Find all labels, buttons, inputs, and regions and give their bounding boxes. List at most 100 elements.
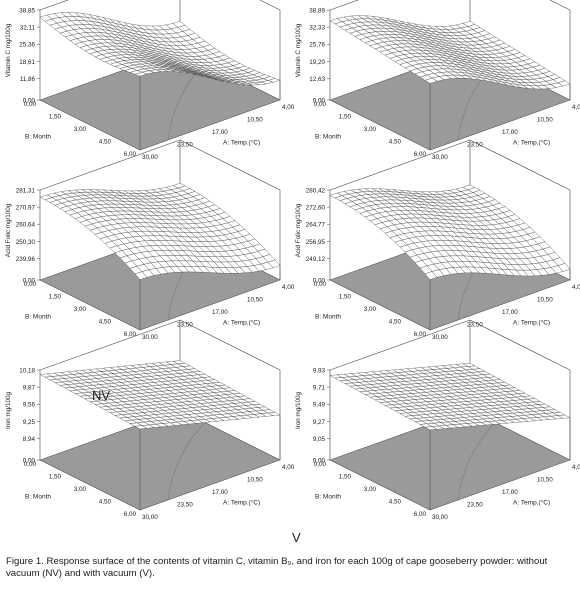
- z-tick-label: 264,77: [306, 222, 326, 229]
- z-tick-label: 250,30: [16, 239, 36, 246]
- z-tick-label: 38,85: [19, 8, 35, 15]
- temp-tick-label: 23,50: [177, 502, 193, 509]
- temp-tick-label: 30,00: [432, 514, 448, 521]
- month-tick-label: 1,50: [339, 474, 352, 481]
- z-tick-label: 9,49: [313, 402, 326, 409]
- month-tick-label: 1,50: [49, 294, 62, 301]
- temp-tick-label: 4,00: [572, 464, 580, 471]
- group-label-nv: NV: [92, 388, 110, 403]
- floor-contour: [457, 422, 496, 501]
- box-edge: [39, 139, 181, 191]
- temp-tick-label: 10,50: [537, 477, 553, 484]
- month-tick-label: 3,00: [364, 126, 377, 133]
- temp-tick-label: 17,00: [502, 129, 518, 136]
- temp-tick-label: 10,50: [247, 297, 263, 304]
- temp-tick-label: 17,00: [212, 309, 228, 316]
- month-tick-label: 6,00: [414, 511, 427, 518]
- month-tick-label: 6,00: [124, 331, 137, 338]
- z-tick-label: 0,00: [313, 458, 326, 465]
- temp-tick-label: 10,50: [537, 117, 553, 124]
- z-tick-label: 38,89: [309, 8, 325, 15]
- surface-plot-4: 0,00 249,12 256,95 264,77 272,60 280,42 Acid F…: [295, 139, 580, 341]
- month-tick-label: 6,00: [124, 151, 137, 158]
- temp-tick-label: 23,50: [467, 322, 483, 329]
- box-edge: [179, 319, 281, 371]
- month-tick-label: 1,50: [339, 114, 352, 121]
- z-axis-label: Vitamin C mg/100g: [295, 23, 302, 77]
- month-tick-label: 0,00: [24, 101, 37, 108]
- z-tick-label: 32,11: [20, 25, 36, 32]
- z-tick-label: 9,25: [23, 419, 36, 426]
- month-tick-label: 0,00: [314, 461, 327, 468]
- box-edge: [329, 139, 471, 191]
- temp-tick-label: 23,50: [467, 502, 483, 509]
- z-axis-label: Acid Folic mg/100g: [295, 203, 302, 257]
- month-tick-label: 3,00: [74, 126, 87, 133]
- box-edge: [39, 0, 69, 11]
- box-edge: [329, 319, 471, 371]
- temp-tick-label: 23,50: [177, 322, 193, 329]
- month-tick-label: 0,00: [314, 281, 327, 288]
- box-edge: [179, 139, 281, 191]
- month-tick-label: 3,00: [74, 306, 87, 313]
- month-axis-label: B: Month: [315, 494, 341, 501]
- month-axis-label: B: Month: [25, 134, 51, 141]
- temp-tick-label: 30,00: [142, 334, 158, 341]
- z-tick-label: 272,60: [306, 205, 326, 212]
- z-tick-label: 25,36: [19, 42, 35, 49]
- month-tick-label: 0,00: [24, 461, 37, 468]
- z-tick-label: 9,93: [313, 368, 326, 375]
- month-tick-label: 4,50: [389, 319, 402, 326]
- temp-axis-label: A: Temp.(°C): [513, 499, 550, 507]
- z-tick-label: 9,27: [313, 419, 326, 426]
- z-tick-label: 25,76: [309, 42, 325, 49]
- month-tick-label: 1,50: [49, 474, 62, 481]
- temp-tick-label: 30,00: [432, 334, 448, 341]
- temp-tick-label: 10,50: [247, 477, 263, 484]
- month-tick-label: 3,00: [364, 306, 377, 313]
- temp-tick-label: 10,50: [247, 117, 263, 124]
- surface-mesh: [39, 183, 281, 280]
- z-tick-label: 280,42: [306, 188, 326, 195]
- month-tick-label: 1,50: [49, 114, 62, 121]
- temp-tick-label: 4,00: [282, 284, 295, 291]
- month-tick-label: 0,00: [314, 101, 327, 108]
- z-tick-label: 18,61: [19, 59, 35, 66]
- surface-mesh: [329, 15, 571, 90]
- box-edge: [39, 319, 181, 371]
- box-edge: [469, 319, 571, 371]
- figure-caption: Figure 1. Response surface of the conten…: [6, 556, 548, 579]
- box-edge: [549, 0, 571, 11]
- z-tick-label: 10,18: [19, 368, 35, 375]
- z-tick-label: 9,05: [313, 436, 326, 443]
- z-axis-label: Vitamin C mg/100g: [5, 23, 12, 77]
- z-axis-label: Iron mg/100g: [295, 391, 302, 429]
- surface-plot-3: 0,00 239,96 250,30 260,64 270,97 281,31 Acid F…: [5, 139, 295, 341]
- temp-axis-label: A: Temp.(°C): [513, 319, 550, 327]
- temp-tick-label: 17,00: [212, 129, 228, 136]
- box-edge: [329, 0, 359, 11]
- z-tick-label: 8,94: [23, 436, 36, 443]
- temp-tick-label: 17,00: [502, 309, 518, 316]
- month-tick-label: 4,50: [389, 139, 402, 146]
- surface-mesh: [329, 184, 571, 280]
- surface-mesh: [39, 12, 281, 86]
- month-tick-label: 6,00: [124, 511, 137, 518]
- temp-axis-label: A: Temp.(°C): [223, 319, 260, 327]
- temp-tick-label: 23,50: [467, 142, 483, 149]
- z-axis-label: Acid Folic mg/100g: [5, 203, 12, 257]
- month-tick-label: 6,00: [414, 331, 427, 338]
- temp-axis-label: A: Temp.(°C): [513, 139, 550, 147]
- box-edge: [469, 139, 571, 191]
- month-tick-label: 4,50: [99, 499, 112, 506]
- z-tick-label: 281,31: [16, 188, 36, 195]
- z-tick-label: 0,00: [313, 98, 326, 105]
- z-tick-label: 9,87: [23, 385, 36, 392]
- month-axis-label: B: Month: [315, 314, 341, 321]
- month-axis-label: B: Month: [315, 134, 341, 141]
- temp-tick-label: 30,00: [142, 514, 158, 521]
- month-tick-label: 3,00: [74, 486, 87, 493]
- temp-tick-label: 17,00: [502, 489, 518, 496]
